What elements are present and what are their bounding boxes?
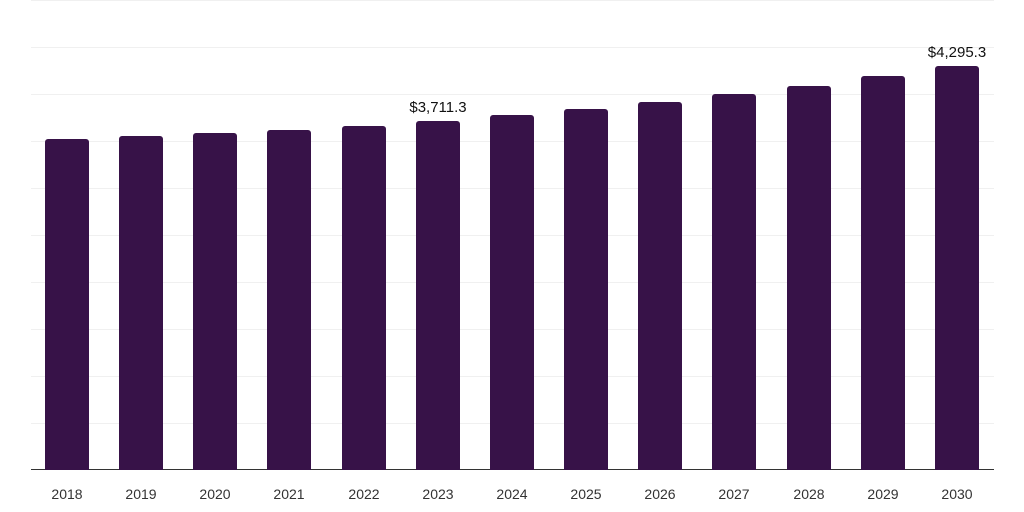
bar-2025[interactable] xyxy=(564,109,608,470)
bar-2027[interactable] xyxy=(712,94,756,470)
bar-2023[interactable] xyxy=(416,121,460,470)
bar-2029[interactable] xyxy=(861,76,905,470)
bar-2026[interactable] xyxy=(638,102,682,470)
x-tick-label: 2024 xyxy=(496,486,528,502)
bar-2024[interactable] xyxy=(490,115,534,470)
bar-2018[interactable] xyxy=(45,139,89,470)
x-tick-label: 2029 xyxy=(867,486,899,502)
bar-2020[interactable] xyxy=(193,133,237,470)
x-tick-label: 2021 xyxy=(273,486,305,502)
x-tick-label: 2025 xyxy=(570,486,602,502)
bar-2028[interactable] xyxy=(787,86,831,470)
x-tick-label: 2026 xyxy=(644,486,676,502)
x-tick-label: 2018 xyxy=(51,486,83,502)
gridline xyxy=(31,94,994,95)
gridline xyxy=(31,0,994,1)
x-tick-label: 2030 xyxy=(941,486,973,502)
x-tick-label: 2027 xyxy=(718,486,750,502)
data-label: $4,295.3 xyxy=(927,44,987,61)
data-label: $3,711.3 xyxy=(409,99,467,116)
bar-2019[interactable] xyxy=(119,136,163,470)
gridline xyxy=(31,47,994,48)
x-tick-label: 2023 xyxy=(422,486,454,502)
bar-2022[interactable] xyxy=(342,126,386,470)
x-tick-label: 2020 xyxy=(199,486,231,502)
x-tick-label: 2019 xyxy=(125,486,157,502)
bar-2030[interactable] xyxy=(935,66,979,470)
bar-2021[interactable] xyxy=(267,130,311,470)
x-tick-label: 2022 xyxy=(348,486,380,502)
x-tick-label: 2028 xyxy=(793,486,825,502)
